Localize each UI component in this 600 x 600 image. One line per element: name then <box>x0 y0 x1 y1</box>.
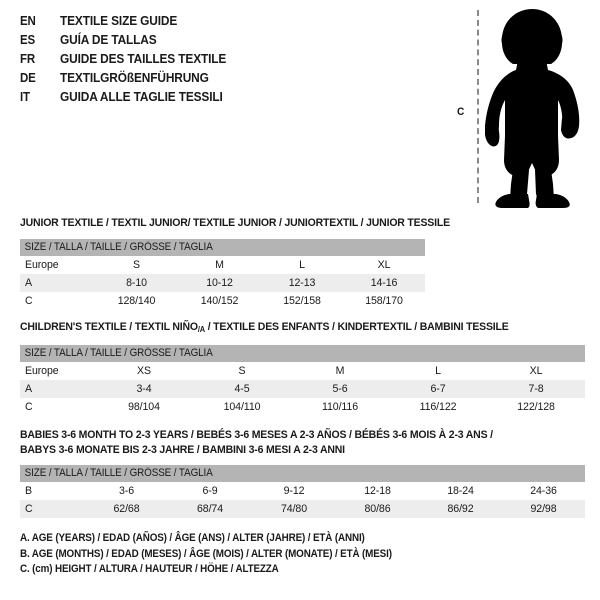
table-junior: SIZE / TALLA / TAILLE / GRÖSSE / TAGLIA … <box>20 239 426 310</box>
cell: L <box>389 362 487 380</box>
language-code-fr: FR <box>20 52 35 66</box>
language-code-en: EN <box>20 14 36 28</box>
language-row-es: ES GUÍA DE TALLAS <box>20 32 440 51</box>
cell: 6-7 <box>389 380 487 398</box>
cell: 62/68 <box>85 500 168 518</box>
cell: 140/152 <box>178 292 261 310</box>
cell: 104/110 <box>193 398 291 416</box>
cell: M <box>291 362 389 380</box>
row-label: A <box>20 274 95 292</box>
cell: 6-9 <box>168 482 252 500</box>
title-post: / TEXTILE DES ENFANTS / KINDERTEXTIL / B… <box>204 321 509 333</box>
table-row: A 3-4 4-5 5-6 6-7 7-8 <box>20 380 586 398</box>
cell: 10-12 <box>178 274 261 292</box>
language-title-de: TEXTILGRÖßENFÜHRUNG <box>60 70 209 85</box>
cell: 98/104 <box>95 398 193 416</box>
language-row-de: DE TEXTILGRÖßENFÜHRUNG <box>20 70 440 89</box>
cell: 86/92 <box>419 500 502 518</box>
language-header: EN TEXTILE SIZE GUIDE ES GUÍA DE TALLAS … <box>20 13 440 108</box>
legend-block: A. AGE (YEARS) / EDAD (AÑOS) / ÂGE (ANS)… <box>20 531 420 578</box>
language-title-es: GUÍA DE TALLAS <box>60 32 157 47</box>
band-label-junior: SIZE / TALLA / TAILLE / GRÖSSE / TAGLIA <box>24 241 213 253</box>
table-babies: SIZE / TALLA / TAILLE / GRÖSSE / TAGLIA … <box>20 465 586 518</box>
section-title-babies-line2: BABYS 3-6 MONATE BIS 2-3 JAHRE / BAMBINI… <box>20 444 345 456</box>
table-band-babies: SIZE / TALLA / TAILLE / GRÖSSE / TAGLIA <box>20 465 586 482</box>
cell: 14-16 <box>343 274 426 292</box>
title-pre: CHILDREN'S TEXTILE / TEXTIL NIÑO <box>20 321 198 333</box>
table-row: Europe S M L XL <box>20 256 426 274</box>
cell: 8-10 <box>95 274 178 292</box>
table-row: A 8-10 10-12 12-13 14-16 <box>20 274 426 292</box>
cell: 12-18 <box>336 482 419 500</box>
cell: 9-12 <box>252 482 336 500</box>
language-code-it: IT <box>20 90 30 104</box>
height-illustration: C <box>440 0 600 210</box>
legend-line-c: C. (cm) HEIGHT / ALTURA / HAUTEUR / HÖHE… <box>20 563 279 575</box>
height-measure-label: C <box>457 106 465 118</box>
cell: 122/128 <box>487 398 586 416</box>
cell: 68/74 <box>168 500 252 518</box>
row-label: C <box>20 292 95 310</box>
cell: 110/116 <box>291 398 389 416</box>
cell: 24-36 <box>502 482 586 500</box>
cell: M <box>178 256 261 274</box>
cell: 3-4 <box>95 380 193 398</box>
band-label-babies: SIZE / TALLA / TAILLE / GRÖSSE / TAGLIA <box>24 467 213 479</box>
cell: 4-5 <box>193 380 291 398</box>
table-row: Europe XS S M L XL <box>20 362 586 380</box>
section-title-junior: JUNIOR TEXTILE / TEXTIL JUNIOR/ TEXTILE … <box>20 217 450 229</box>
row-label: A <box>20 380 95 398</box>
row-label: Europe <box>20 256 95 274</box>
cell: 18-24 <box>419 482 502 500</box>
cell: 12-13 <box>261 274 343 292</box>
row-label: B <box>20 482 85 500</box>
table-band-children: SIZE / TALLA / TAILLE / GRÖSSE / TAGLIA <box>20 345 586 362</box>
legend-line-a: A. AGE (YEARS) / EDAD (AÑOS) / ÂGE (ANS)… <box>20 532 365 544</box>
cell: XL <box>343 256 426 274</box>
row-label: C <box>20 500 85 518</box>
band-label-children: SIZE / TALLA / TAILLE / GRÖSSE / TAGLIA <box>24 347 213 359</box>
cell: S <box>95 256 178 274</box>
cell: 128/140 <box>95 292 178 310</box>
legend-line-b: B. AGE (MONTHS) / EDAD (MESES) / ÂGE (MO… <box>20 547 392 560</box>
table-children: SIZE / TALLA / TAILLE / GRÖSSE / TAGLIA … <box>20 345 586 416</box>
child-silhouette-icon <box>485 9 580 208</box>
cell: 3-6 <box>85 482 168 500</box>
cell: L <box>261 256 343 274</box>
table-row: C 98/104 104/110 110/116 116/122 122/128 <box>20 398 586 416</box>
language-row-fr: FR GUIDE DES TAILLES TEXTILE <box>20 51 440 70</box>
section-children: CHILDREN'S TEXTILE / TEXTIL NIÑO/A / TEX… <box>20 320 586 416</box>
cell: 5-6 <box>291 380 389 398</box>
table-band-junior: SIZE / TALLA / TAILLE / GRÖSSE / TAGLIA <box>20 239 426 256</box>
table-row: B 3-6 6-9 9-12 12-18 18-24 24-36 <box>20 482 586 500</box>
language-row-it: IT GUIDA ALLE TAGLIE TESSILI <box>20 89 440 108</box>
language-code-es: ES <box>20 33 35 47</box>
table-row: C 128/140 140/152 152/158 158/170 <box>20 292 426 310</box>
table-row: C 62/68 68/74 74/80 80/86 86/92 92/98 <box>20 500 586 518</box>
section-junior: JUNIOR TEXTILE / TEXTIL JUNIOR/ TEXTILE … <box>20 216 482 310</box>
cell: 80/86 <box>336 500 419 518</box>
cell: S <box>193 362 291 380</box>
language-row-en: EN TEXTILE SIZE GUIDE <box>20 13 440 32</box>
cell: 7-8 <box>487 380 586 398</box>
cell: 152/158 <box>261 292 343 310</box>
section-title-children: CHILDREN'S TEXTILE / TEXTIL NIÑO/A / TEX… <box>20 320 546 337</box>
cell: XL <box>487 362 586 380</box>
cell: XS <box>95 362 193 380</box>
cell: 74/80 <box>252 500 336 518</box>
cell: 158/170 <box>343 292 426 310</box>
title-sub: /A <box>197 325 205 334</box>
language-code-de: DE <box>20 71 36 85</box>
row-label: Europe <box>20 362 95 380</box>
language-title-en: TEXTILE SIZE GUIDE <box>60 13 178 28</box>
height-dashed-line <box>477 10 479 203</box>
language-title-fr: GUIDE DES TAILLES TEXTILE <box>60 51 227 66</box>
cell: 116/122 <box>389 398 487 416</box>
language-title-it: GUIDA ALLE TAGLIE TESSILI <box>60 89 223 104</box>
section-babies: BABIES 3-6 MONTH TO 2-3 YEARS / BEBÉS 3-… <box>20 428 586 518</box>
row-label: C <box>20 398 95 416</box>
section-title-babies-line1: BABIES 3-6 MONTH TO 2-3 YEARS / BEBÉS 3-… <box>20 429 493 441</box>
cell: 92/98 <box>502 500 586 518</box>
